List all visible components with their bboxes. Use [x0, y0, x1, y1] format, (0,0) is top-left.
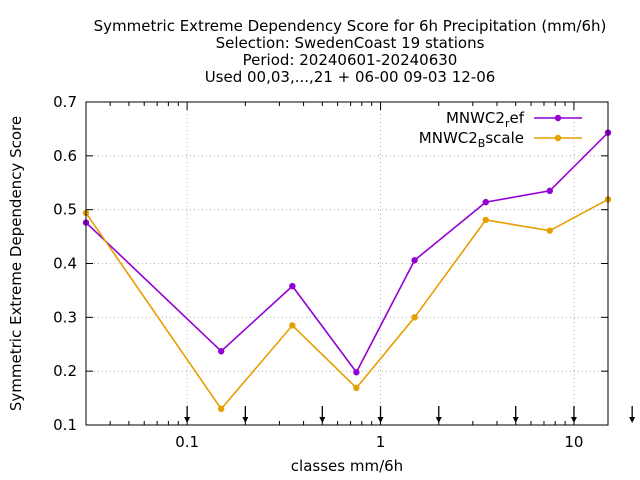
arrow-head [242, 417, 249, 423]
threshold-arrow [512, 406, 519, 423]
x-tick-label: 0.1 [175, 433, 199, 451]
threshold-arrow [319, 406, 326, 423]
data-point [353, 384, 360, 392]
legend-marker [554, 114, 562, 122]
data-point [482, 216, 489, 224]
data-point [546, 187, 553, 195]
x-tick-label: 10 [564, 433, 583, 451]
legend-marker [554, 134, 562, 142]
arrow-head [319, 417, 326, 423]
grid [86, 102, 608, 425]
series-1 [82, 129, 612, 376]
title-line: Selection: SwedenCoast 19 stations [216, 34, 485, 52]
data-point [353, 369, 360, 376]
y-tick-label: 0.6 [53, 147, 77, 165]
legend-entry-1: MNWC2ref [446, 109, 582, 130]
plot-frame [85, 101, 609, 426]
y-tick-label: 0.3 [53, 308, 77, 326]
arrow-head [435, 417, 442, 423]
threshold-arrow [570, 406, 577, 423]
data-point [482, 198, 489, 206]
y-tick-label: 0.4 [53, 255, 77, 273]
threshold-arrow [184, 406, 191, 423]
title-line: Symmetric Extreme Dependency Score for 6… [94, 17, 607, 35]
data-point [411, 257, 418, 264]
y-tick-label: 0.7 [53, 93, 77, 111]
series-line [85, 198, 609, 411]
series-2 [82, 196, 612, 413]
series-layer [82, 129, 612, 413]
title-line: Used 00,03,...,21 + 06-00 09-03 12-06 [205, 68, 496, 86]
legend-entry-2: MNWC2Bscale [419, 129, 582, 150]
threshold-arrow [629, 406, 636, 423]
y-tick-label: 0.1 [53, 416, 77, 434]
data-point [289, 282, 296, 290]
threshold-arrow [435, 406, 442, 423]
title-line: Period: 20240601-20240630 [243, 51, 458, 69]
arrow-head [377, 417, 384, 423]
legend-label: MNWC2Bscale [419, 129, 524, 150]
data-point [411, 314, 418, 321]
threshold-arrow [377, 406, 384, 423]
arrow-head [570, 417, 577, 423]
threshold-arrow [242, 406, 249, 423]
data-point [217, 348, 225, 355]
y-tick-label: 0.2 [53, 362, 77, 380]
data-point [217, 405, 225, 413]
data-point [289, 322, 296, 329]
threshold-arrows [184, 406, 636, 423]
arrow-head [629, 417, 636, 423]
series-line [85, 132, 609, 374]
arrow-head [184, 417, 191, 423]
y-tick-label: 0.5 [53, 201, 77, 219]
data-point [546, 227, 553, 234]
x-tick-label: 1 [376, 433, 386, 451]
x-axis-label: classes mm/6h [291, 457, 403, 475]
y-axis-label: Symmetric Extreme Dependency Score [7, 116, 25, 411]
legend-label: MNWC2ref [446, 109, 525, 130]
chart-title: Symmetric Extreme Dependency Score for 6… [94, 17, 607, 86]
arrow-head [512, 417, 519, 423]
axis-ticks: 0.1 0.2 0.3 0.4 0.5 0.6 0.7 0.1 1 10 [53, 93, 608, 451]
